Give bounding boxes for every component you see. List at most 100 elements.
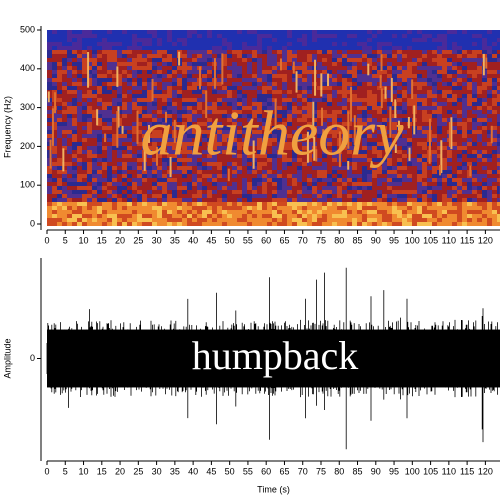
spectrogram-cell (477, 82, 482, 86)
spectrogram-cell (342, 34, 347, 38)
spectrogram-cell (72, 90, 77, 94)
spectrogram-cell (202, 162, 207, 166)
spectrogram-cell (192, 214, 197, 218)
spectrogram-cell (407, 38, 412, 42)
spectrogram-cell (467, 58, 472, 62)
spectrogram-cell (392, 222, 397, 226)
spectrogram-cell (332, 102, 337, 106)
spectrogram-cell (327, 130, 332, 134)
spectrogram-cell (462, 82, 467, 86)
spectrogram-cell (267, 38, 272, 42)
spectrogram-cell (262, 222, 267, 226)
spectrogram-cell (257, 78, 262, 82)
spectrogram-cell (377, 34, 382, 38)
spectrogram-cell (332, 182, 337, 186)
spectrogram-cell (167, 106, 172, 110)
spectrogram-cell (357, 146, 362, 150)
spectrogram-cell (67, 78, 72, 82)
spectrogram-cell (142, 126, 147, 130)
spectrogram-cell (257, 138, 262, 142)
spectrogram-cell (147, 114, 152, 118)
spectrogram-cell (67, 30, 72, 34)
spectrogram-cell (462, 198, 467, 202)
spectrogram-cell (122, 114, 127, 118)
spectrogram-cell (282, 126, 287, 130)
spectrogram-cell (222, 218, 227, 222)
spectrogram-cell (362, 62, 367, 66)
spectrogram-cell (142, 42, 147, 46)
spectrogram-cell (397, 206, 402, 210)
spectrogram-cell (202, 86, 207, 90)
spectrogram-cell (167, 30, 172, 34)
spectrogram-cell (172, 198, 177, 202)
spectrogram-cell (127, 70, 132, 74)
spectrogram-cell (417, 146, 422, 150)
spectrogram-cell (372, 202, 377, 206)
spectrogram-cell (137, 50, 142, 54)
spectrogram-cell (362, 130, 367, 134)
spectrogram-cell (192, 74, 197, 78)
spectrogram-cell (112, 110, 117, 114)
spectrogram-cell (312, 174, 317, 178)
spectrogram-cell (112, 62, 117, 66)
spectrogram-cell (92, 142, 97, 146)
spectrogram-cell (467, 138, 472, 142)
spectrogram-cell (377, 130, 382, 134)
spectrogram-cell (447, 118, 452, 122)
spectrogram-cell (427, 110, 432, 114)
spectrogram-cell (62, 202, 67, 206)
spectrogram-cell (232, 130, 237, 134)
spectrogram-cell (497, 174, 500, 178)
spectrogram-cell (477, 102, 482, 106)
spectrogram-streak (327, 73, 330, 86)
spectrogram-cell (297, 110, 302, 114)
spectrogram-cell (52, 182, 57, 186)
spectrogram-cell (442, 74, 447, 78)
spectrogram-cell (257, 194, 262, 198)
spectrogram-cell (52, 78, 57, 82)
spectrogram-cell (192, 82, 197, 86)
spectrogram-cell (337, 186, 342, 190)
spectrogram-cell (272, 174, 277, 178)
spectrogram-cell (107, 58, 112, 62)
spectrogram-cell (82, 158, 87, 162)
spectrogram-cell (52, 74, 57, 78)
spectrogram-cell (442, 54, 447, 58)
spectrogram-cell (322, 34, 327, 38)
spectrogram-cell (357, 138, 362, 142)
spectrogram-cell (322, 206, 327, 210)
spectrogram-cell (342, 174, 347, 178)
spectrogram-cell (347, 222, 352, 226)
spectrogram-cell (87, 134, 92, 138)
spectrogram-cell (352, 42, 357, 46)
spectrogram-cell (192, 218, 197, 222)
spectrogram-cell (472, 106, 477, 110)
spectrogram-cell (47, 82, 52, 86)
spectrogram-cell (77, 94, 82, 98)
spectrogram-cell (252, 206, 257, 210)
spectrogram-cell (392, 194, 397, 198)
spectrogram-cell (182, 162, 187, 166)
spectrogram-cell (187, 74, 192, 78)
spectrogram-cell (247, 70, 252, 74)
y-tick-label: 500 (20, 24, 35, 34)
spectrogram-cell (477, 110, 482, 114)
spectrogram-cell (112, 178, 117, 182)
spectrogram-cell (152, 162, 157, 166)
spectrogram-cell (357, 222, 362, 226)
spectrogram-cell (342, 58, 347, 62)
spectrogram-cell (377, 178, 382, 182)
spectrogram-cell (297, 146, 302, 150)
spectrogram-cell (172, 82, 177, 86)
spectrogram-cell (267, 134, 272, 138)
spectrogram-cell (322, 186, 327, 190)
spectrogram-cell (232, 202, 237, 206)
spectrogram-cell (142, 134, 147, 138)
spectrogram-cell (267, 106, 272, 110)
spectrogram-cell (387, 38, 392, 42)
spectrogram-cell (197, 182, 202, 186)
spectrogram-cell (157, 138, 162, 142)
spectrogram-cell (122, 46, 127, 50)
y-tick-label: 300 (20, 102, 35, 112)
spectrogram-cell (392, 130, 397, 134)
